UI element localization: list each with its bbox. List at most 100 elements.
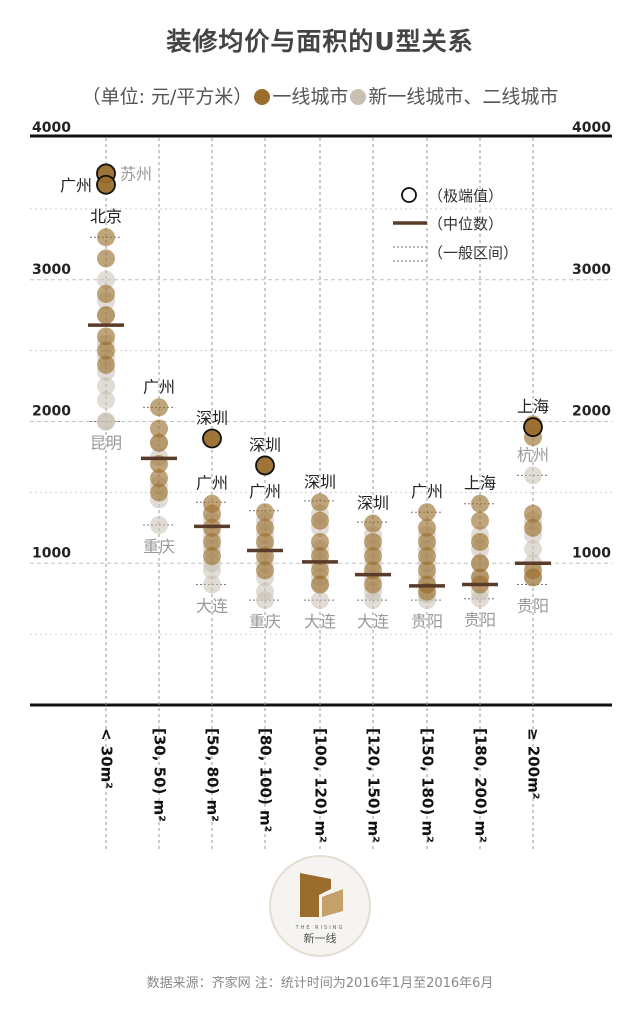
logo-mark-light: [322, 889, 343, 917]
tier2-point: [524, 540, 542, 559]
city-label: 贵阳: [411, 612, 443, 631]
tier1-point: [418, 547, 436, 566]
tier1-point: [150, 469, 168, 488]
city-label: 广州: [143, 377, 175, 396]
tier1-point: [150, 433, 168, 452]
city-label: 广州: [411, 482, 443, 501]
chart-canvas: 1000 1000 2000 2000 3000 3000 4000 4000 广州 苏州北京昆明…: [30, 120, 612, 957]
tier1-point: [524, 504, 542, 523]
unit-label: （单位: 元/平方米）: [81, 86, 253, 108]
tier1-point: [97, 327, 115, 346]
legend-extreme-label: （极端值）: [428, 187, 503, 205]
legend-median-label: （中位数）: [428, 215, 503, 233]
city-label: 广州: [249, 482, 281, 501]
tier1-point: [256, 561, 274, 580]
tier1-point: [311, 575, 329, 594]
tier1-point: [150, 398, 168, 417]
tier1-point: [418, 532, 436, 551]
city-label: 重庆: [143, 537, 175, 556]
tier1-point: [203, 547, 221, 566]
city-label: 广州: [196, 474, 228, 493]
tier2-point: [203, 575, 221, 594]
category-label: ≥ 200m²: [525, 728, 543, 799]
tier1-point: [524, 518, 542, 537]
y-tick-label-right: 2000: [572, 404, 611, 420]
logo-badge: [269, 855, 371, 957]
tier1-point: [256, 503, 274, 522]
tier2-point: [203, 561, 221, 580]
tier2-point: [97, 377, 115, 396]
tier1-point: [471, 494, 489, 513]
city-label: 上海: [517, 397, 549, 416]
city-label: 深圳: [304, 472, 336, 491]
legend-extreme-marker: [401, 187, 417, 203]
y-tick-label-left: 4000: [32, 120, 71, 136]
tier1-point: [311, 532, 329, 551]
tier1-point: [418, 561, 436, 580]
chart-title: 装修均价与面积的U型关系: [166, 27, 474, 56]
y-tick-label-right: 1000: [572, 545, 611, 561]
y-tick-label-right: 4000: [572, 120, 611, 136]
category-label: [180, 200) m²: [472, 728, 490, 843]
tier1-point: [364, 575, 382, 594]
tier1-point: [471, 532, 489, 551]
extreme-point: [523, 417, 543, 438]
tier2-label: 新一线城市、二线城市: [368, 86, 559, 108]
y-tick-label-left: 2000: [32, 404, 71, 420]
category-label: < 30m²: [98, 728, 116, 789]
logo-small-text: THE RISING: [295, 925, 345, 931]
city-label: 贵阳: [517, 597, 549, 616]
tier1-swatch: [254, 89, 271, 105]
city-label: 大连: [357, 612, 389, 631]
tier1-point: [418, 518, 436, 537]
tier1-point: [311, 511, 329, 530]
extreme-point: [202, 428, 222, 449]
city-label: 贵阳: [464, 611, 496, 630]
city-label: 深圳: [196, 409, 228, 428]
tier1-point: [311, 561, 329, 580]
tier2-point: [97, 270, 115, 289]
tier1-point: [203, 504, 221, 523]
chart-subtitle: （单位: 元/平方米） 一线城市 新一线城市、二线城市: [0, 82, 640, 109]
city-label: 昆明: [90, 434, 122, 453]
city-label: 大连: [196, 597, 228, 616]
tier2-point: [150, 515, 168, 534]
y-tick-label-left: 3000: [32, 262, 71, 278]
city-label: 大连: [304, 612, 336, 631]
legend-range-label: （一般区间）: [428, 244, 518, 262]
city-label: 上海: [464, 474, 496, 493]
tier1-point: [256, 532, 274, 551]
y-tick-label-left: 1000: [32, 545, 71, 561]
tier1-point: [203, 532, 221, 551]
tier1-point: [150, 419, 168, 438]
tier2-point: [97, 391, 115, 410]
city-label: 深圳: [357, 494, 389, 513]
category-label: [30, 50) m²: [151, 728, 169, 822]
tier1-point: [97, 284, 115, 303]
tier2-point: [524, 466, 542, 485]
tier1-point: [471, 511, 489, 530]
city-label: 广州: [60, 176, 92, 195]
tier1-point: [97, 355, 115, 374]
tier1-point: [524, 568, 542, 587]
tier1-point: [256, 518, 274, 537]
tier1-point: [311, 493, 329, 512]
city-label: 苏州: [120, 164, 152, 183]
source-note: 数据来源：齐家网 注：统计时间为2016年1月至2016年6月: [146, 976, 494, 991]
tier1-point: [364, 547, 382, 566]
extreme-point: [97, 412, 115, 431]
extreme-point: [255, 455, 275, 476]
category-label: [120, 150) m²: [365, 728, 383, 843]
y-tick-label-right: 3000: [572, 262, 611, 278]
tier1-point: [97, 249, 115, 268]
category-label: [50, 80) m²: [204, 728, 222, 822]
category-label: [150, 180) m²: [419, 728, 437, 843]
city-label: 深圳: [249, 435, 281, 454]
tier1-point: [418, 503, 436, 522]
tier1-point: [471, 554, 489, 573]
city-label: 北京: [90, 207, 122, 226]
tier2-point: [471, 589, 489, 608]
tier2-point: [364, 591, 382, 610]
category-label: [80, 100) m²: [257, 728, 275, 832]
tier2-point: [256, 591, 274, 610]
